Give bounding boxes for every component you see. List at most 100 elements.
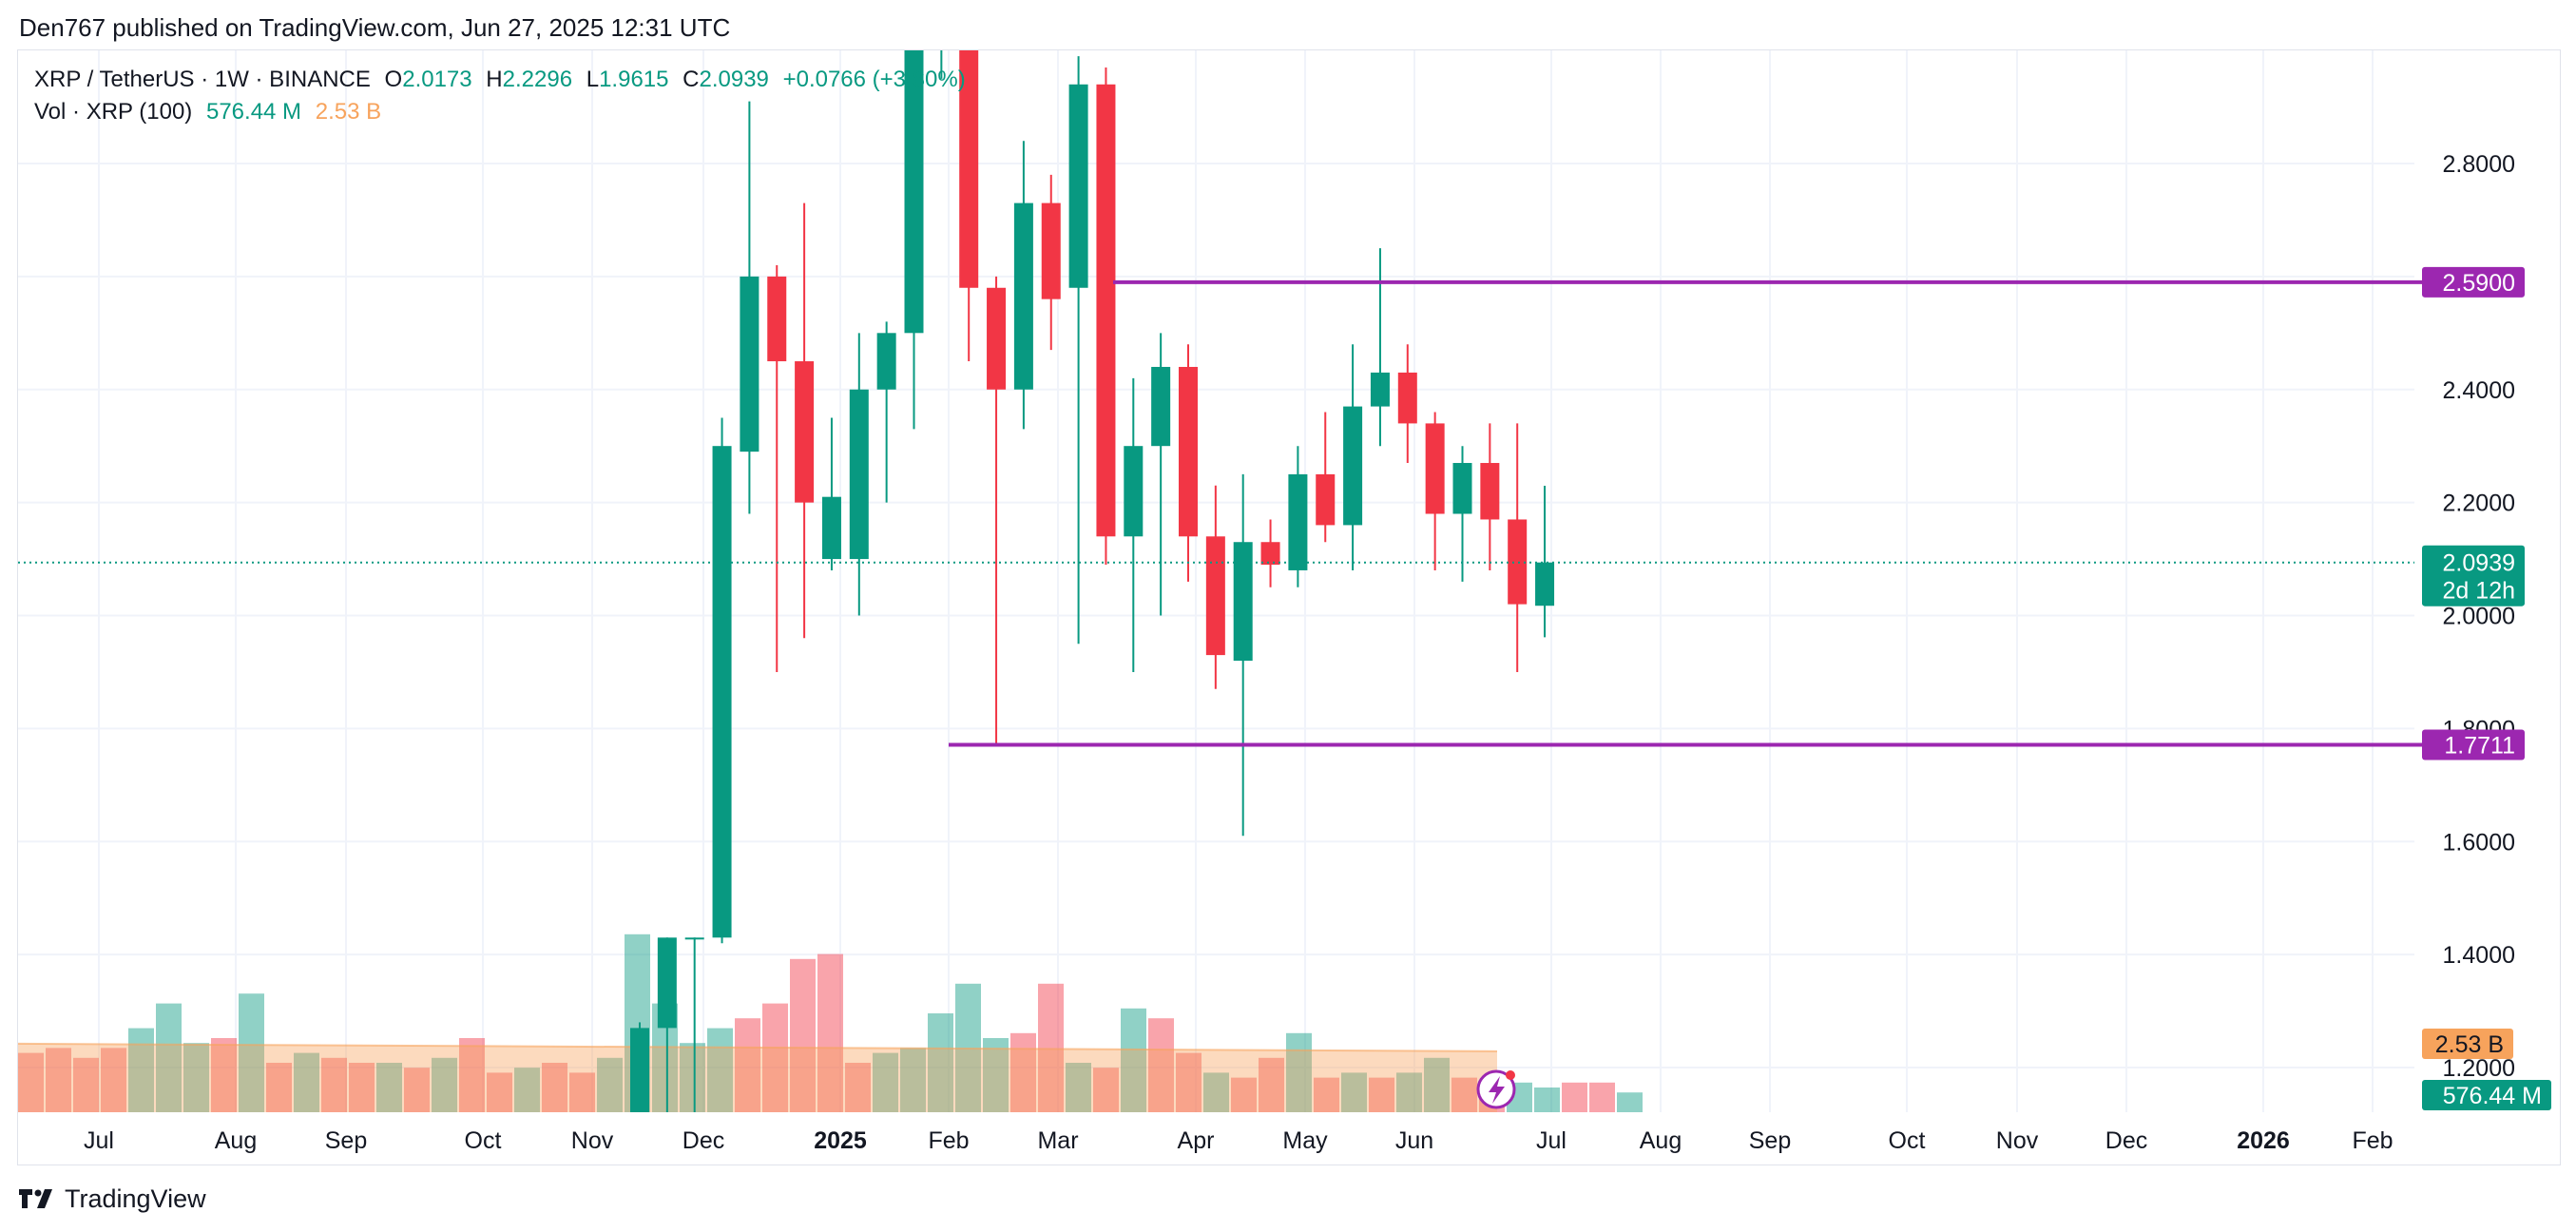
volume-indicator-name[interactable]: Vol · XRP (100): [34, 99, 193, 125]
tradingview-logo[interactable]: TradingView: [19, 1184, 206, 1214]
chart-pane[interactable]: [17, 49, 2561, 1165]
volume-bar: [1093, 1068, 1119, 1112]
volume-bar: [1286, 1032, 1312, 1112]
candle-body: [1233, 542, 1253, 662]
volume-ma-area: [18, 1043, 1497, 1112]
volume-bar: [1010, 1032, 1036, 1112]
volume-bar: [597, 1057, 623, 1112]
volume-bar: [845, 1063, 871, 1112]
last-price-label: 2.0939: [2443, 550, 2515, 577]
x-axis-tick-label: Mar: [1037, 1127, 1078, 1154]
candle-body: [1508, 519, 1528, 605]
volume-bar: [542, 1063, 567, 1112]
volume-bar: [376, 1063, 402, 1112]
candle-body: [795, 361, 815, 503]
volume-bar: [1341, 1072, 1367, 1112]
candle-body: [1452, 463, 1472, 514]
x-axis-tick-label: Apr: [1178, 1127, 1215, 1154]
volume-bar: [1589, 1082, 1615, 1112]
volume-bar: [487, 1072, 512, 1112]
candle-body: [904, 50, 924, 334]
volume-bar: [1424, 1057, 1450, 1112]
y-axis-tick-label: 2.2000: [2443, 491, 2515, 517]
lightning-icon[interactable]: [1476, 1069, 1516, 1109]
high-value: 2.2296: [502, 67, 573, 92]
volume-bar: [900, 1048, 926, 1112]
candle-body: [1151, 366, 1171, 447]
x-axis-tick-label: Nov: [571, 1127, 614, 1154]
volume-bar: [1066, 1063, 1091, 1112]
candle-body: [1316, 473, 1336, 526]
candle-body: [684, 937, 704, 940]
y-axis-tick-label: 1.6000: [2443, 829, 2515, 856]
volume-bar: [266, 1063, 292, 1112]
volume-legend[interactable]: Vol · XRP (100) 576.44 M 2.53 B: [34, 99, 389, 125]
low-value: 1.9615: [599, 67, 669, 92]
close-label: C: [682, 67, 700, 92]
symbol-legend[interactable]: XRP / TetherUS · 1W · BINANCE O2.0173 H2…: [34, 67, 973, 93]
volume-bar: [73, 1057, 99, 1112]
x-axis-tick-label: Feb: [2352, 1127, 2393, 1154]
x-axis-tick-label: Jun: [1395, 1127, 1433, 1154]
candle-body: [1013, 202, 1033, 390]
volume-bar: [1451, 1077, 1477, 1112]
volume-bar: [46, 1048, 71, 1112]
countdown-label: 2d 12h: [2443, 578, 2515, 605]
volume-bar: [101, 1048, 126, 1112]
volume-ma-badge: [2422, 1029, 2513, 1059]
x-axis-tick-label: 2025: [814, 1127, 867, 1154]
candle-body: [1397, 372, 1417, 424]
x-axis-tick-label: 2026: [2237, 1127, 2290, 1154]
y-axis-tick-label: 1.2000: [2443, 1055, 2515, 1082]
volume-bar: [790, 958, 816, 1112]
volume-bar: [680, 1043, 705, 1112]
x-axis-tick-label: May: [1282, 1127, 1328, 1154]
candle-body: [712, 446, 732, 938]
x-axis-tick-label: Jul: [84, 1127, 114, 1154]
volume-bar: [294, 1052, 319, 1112]
candle-body: [1343, 406, 1363, 526]
volume-ma-value: 2.53 B: [315, 99, 382, 125]
volume-bar: [404, 1068, 430, 1112]
candle-body: [740, 276, 759, 452]
volume-bar: [1396, 1072, 1422, 1112]
volume-bar: [1562, 1082, 1587, 1112]
y-axis-tick-label: 2.4000: [2443, 377, 2515, 404]
candle-body: [1260, 542, 1280, 566]
x-axis-tick-label: Sep: [1749, 1127, 1791, 1154]
x-axis-tick-label: Jul: [1536, 1127, 1567, 1154]
level-price-badge-resistance: [2422, 266, 2525, 298]
volume-badge: [2422, 1080, 2551, 1110]
tradingview-brand-text: TradingView: [65, 1184, 206, 1213]
x-axis-tick-label: Sep: [325, 1127, 367, 1154]
candle-body: [1370, 372, 1390, 407]
low-label: L: [586, 67, 600, 92]
level-price-label-support: 1.7711: [2444, 733, 2515, 760]
candle-body: [821, 496, 841, 560]
x-axis-tick-label: Oct: [465, 1127, 502, 1154]
x-axis-tick-label: Dec: [2105, 1127, 2147, 1154]
open-label: O: [384, 67, 403, 92]
chart-plot-group: [18, 50, 2414, 1112]
volume-bar: [321, 1057, 347, 1112]
volume-ma-badge-label: 2.53 B: [2435, 1031, 2504, 1058]
candle-body: [630, 1028, 649, 1112]
last-price-badge: [2422, 545, 2525, 606]
volume-bar: [928, 1013, 953, 1112]
candle-body: [849, 389, 869, 560]
volume-bar: [183, 1043, 209, 1112]
close-value: 2.0939: [699, 67, 769, 92]
volume-bar: [762, 1003, 788, 1112]
volume-bar: [211, 1038, 237, 1112]
x-axis-tick-label: Aug: [1640, 1127, 1682, 1154]
x-axis-tick-label: Feb: [928, 1127, 969, 1154]
volume-bar: [459, 1038, 485, 1112]
volume-bar: [128, 1028, 154, 1112]
published-by-text: Den767 published on TradingView.com, Jun…: [19, 13, 731, 42]
symbol-name[interactable]: XRP / TetherUS · 1W · BINANCE: [34, 67, 371, 92]
volume-bar: [1203, 1072, 1229, 1112]
volume-value: 576.44 M: [205, 99, 302, 125]
x-axis-tick-label: Oct: [1889, 1127, 1926, 1154]
open-value: 2.0173: [402, 67, 472, 92]
